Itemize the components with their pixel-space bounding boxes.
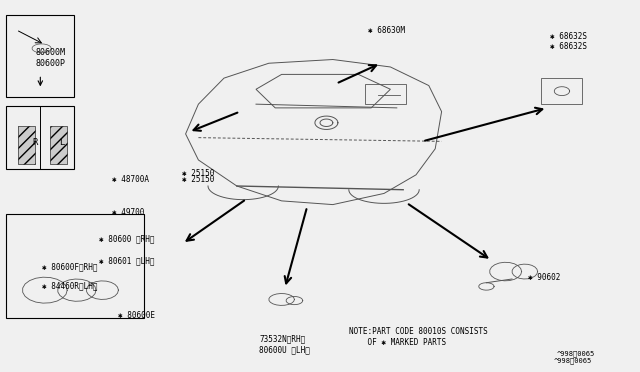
Text: ✱ 80600F〈RH〉: ✱ 80600F〈RH〉 <box>42 262 97 271</box>
Bar <box>18 126 35 164</box>
Bar <box>365 84 406 104</box>
Text: ✱ 90602: ✱ 90602 <box>528 273 561 282</box>
Text: ✱ 80600E: ✱ 80600E <box>118 311 156 320</box>
Text: ✱ 48700A: ✱ 48700A <box>112 175 149 184</box>
Text: R    L: R L <box>33 138 65 147</box>
Text: ✱ 49700: ✱ 49700 <box>112 208 145 217</box>
Text: ✱ 25150: ✱ 25150 <box>182 169 215 178</box>
Text: ✱ 68632S
✱ 68632S: ✱ 68632S ✱ 68632S <box>550 32 588 51</box>
Bar <box>50 126 67 164</box>
Text: ✱ 80601 〈LH〉: ✱ 80601 〈LH〉 <box>99 257 155 266</box>
Text: 80600M
80600P: 80600M 80600P <box>35 48 65 68</box>
Text: ^998⁡0065: ^998⁡0065 <box>557 350 595 357</box>
Text: ^998⁡0065: ^998⁡0065 <box>554 357 592 364</box>
Text: NOTE:PART CODE 80010S CONSISTS
    OF ✱ MARKED PARTS: NOTE:PART CODE 80010S CONSISTS OF ✱ MARK… <box>349 327 488 347</box>
Text: ✱ 80600 〈RH〉: ✱ 80600 〈RH〉 <box>99 234 155 243</box>
Text: ✱ 84460R〈LH〉: ✱ 84460R〈LH〉 <box>42 281 97 290</box>
Text: ✱ 25150: ✱ 25150 <box>182 175 215 184</box>
Text: ✱ 68630M: ✱ 68630M <box>368 26 405 35</box>
Bar <box>541 78 582 104</box>
Text: 73532N〈RH〉
80600U 〈LH〉: 73532N〈RH〉 80600U 〈LH〉 <box>259 335 310 354</box>
